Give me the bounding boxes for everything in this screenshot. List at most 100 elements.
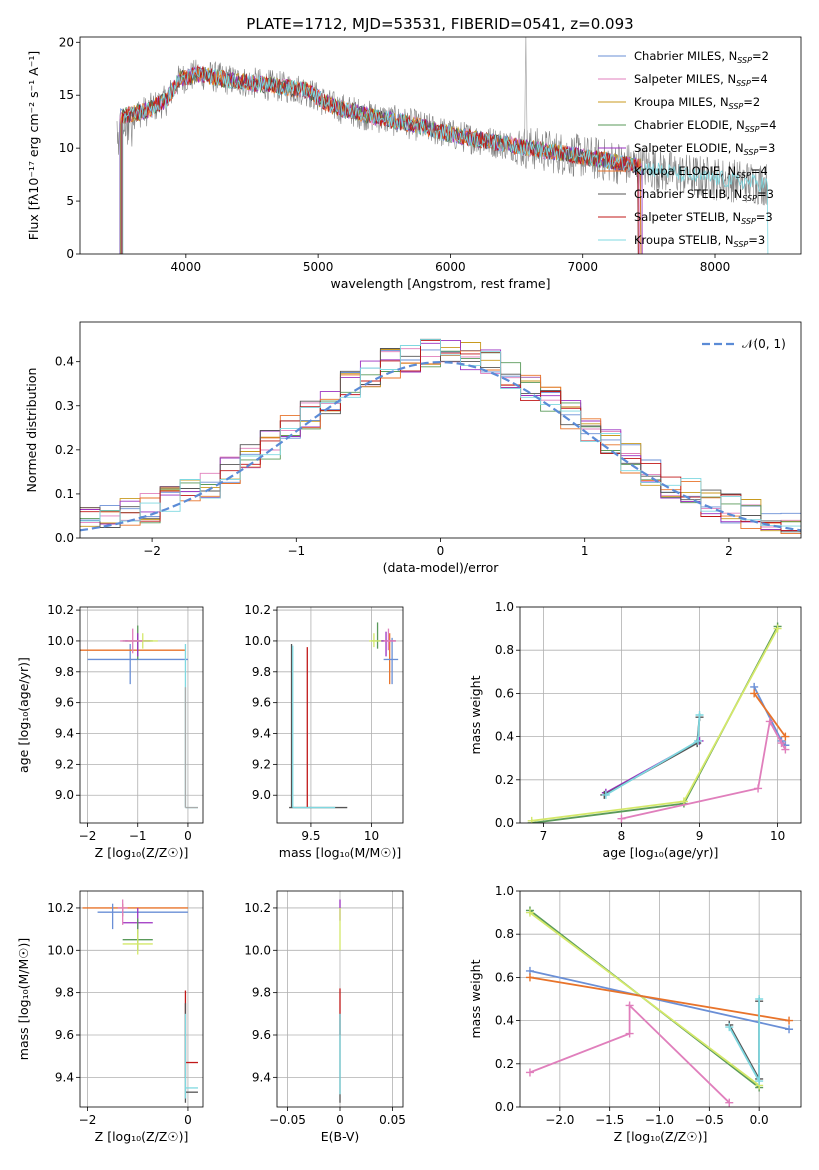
y-tick-label: 10.2 (47, 603, 74, 617)
observed-spectrum (116, 59, 769, 206)
y-tick-label: 9.6 (55, 696, 74, 710)
y-tick-label: 0.0 (55, 531, 74, 545)
gaussian-curve (80, 360, 801, 532)
legend-entry: Salpeter STELIB, NSSP=3 (634, 210, 773, 226)
y-tick-label: 0 (66, 247, 74, 261)
weight-marker (527, 816, 536, 823)
y-tick-label: 15 (59, 88, 74, 102)
legend-entry: Chabrier STELIB, NSSP=3 (634, 187, 774, 203)
y-tick-label: 9.2 (55, 757, 74, 771)
legend-entry: Kroupa MILES, NSSP=2 (634, 95, 760, 111)
y-tick-label: 9.4 (55, 727, 74, 741)
x-tick-label: 0 (184, 829, 192, 843)
x-tick-label: 8 (618, 829, 626, 843)
weight-marker (777, 739, 786, 748)
weight-marker (781, 745, 790, 754)
y-tick-label: 10.0 (47, 943, 74, 957)
weight-marker (750, 689, 759, 698)
y-tick-label: 9.2 (252, 757, 271, 771)
axes-frame (276, 606, 404, 824)
x-tick-label: 7000 (567, 260, 598, 274)
weight-marker (617, 814, 626, 823)
x-tick-label: 2 (725, 544, 733, 558)
legend-entry: Kroupa STELIB, NSSP=3 (634, 233, 765, 249)
y-tick-label: 10.0 (244, 943, 271, 957)
y-tick-label: 0.6 (495, 686, 514, 700)
y-tick-label: 10.0 (47, 634, 74, 648)
legend-entry: Chabrier MILES, NSSP=2 (634, 49, 769, 65)
y-tick-label: 9.4 (55, 1070, 74, 1084)
weight-marker (525, 973, 534, 982)
axes-frame (276, 890, 404, 1108)
y-tick-label: 0.2 (495, 1057, 514, 1071)
weight-marker (765, 717, 774, 726)
x-tick-label: 8000 (700, 260, 731, 274)
y-tick-label: 10.2 (244, 901, 271, 915)
error-bar-point (383, 637, 399, 685)
y-tick-label: 10.0 (244, 634, 271, 648)
weight-marker (785, 1025, 794, 1034)
age-vs-metallicity-panel: −2 −1 0 9.0 9.2 9.4 9.6 9.8 10.0 10.2 Z [log₁₀(Z/Z… (16, 603, 204, 860)
y-tick-label: 9.8 (55, 665, 74, 679)
weight-series-line (529, 1003, 730, 1104)
y-tick-label: 0.0 (495, 816, 514, 830)
model-spectrum (119, 66, 639, 254)
model-spectrum (122, 67, 769, 254)
y-tick-label: 0.2 (55, 443, 74, 457)
x-tick-label: 4000 (171, 260, 202, 274)
x-tick-label: −1 (287, 544, 305, 558)
age-vs-mass-panel: 9.5 10 9.0 9.2 9.4 9.6 9.8 10.0 10.2 mass [log₁₀(… (244, 603, 404, 860)
x-axis-label: wavelength [Angstrom, rest frame] (330, 276, 550, 291)
legend-entry: Chabrier ELODIE, NSSP=4 (634, 118, 776, 134)
error-bar-point (184, 687, 198, 809)
y-tick-label: 0.8 (495, 927, 514, 941)
weight-series-line (753, 692, 787, 738)
error-bar-point (120, 628, 143, 654)
error-bar-point (383, 628, 396, 651)
x-axis-label: Z [log₁₀(Z/Z☉)] (95, 845, 189, 860)
y-tick-label: 0.3 (55, 399, 74, 413)
error-bar-point (292, 645, 336, 809)
error-bar-point (122, 929, 153, 955)
y-tick-label: 9.0 (55, 788, 74, 802)
plot-area (527, 622, 790, 823)
weight-marker (625, 1029, 634, 1038)
plot-area (80, 625, 198, 809)
y-tick-label: 0.1 (55, 487, 74, 501)
x-tick-label: 9 (696, 829, 704, 843)
x-tick-label: 1 (581, 544, 589, 558)
y-tick-label: 0.2 (495, 773, 514, 787)
axes-frame (519, 890, 802, 1108)
weight-marker (525, 908, 534, 917)
weight-marker (755, 1077, 764, 1086)
y-tick-label: 0.4 (495, 730, 514, 744)
x-tick-label: −0.5 (695, 1113, 724, 1127)
y-tick-label: 10.2 (47, 901, 74, 915)
y-tick-label: 0.6 (495, 970, 514, 984)
y-axis-label: Flux [fλ10⁻¹⁷ erg cm⁻² s⁻¹ A⁻¹] (26, 51, 41, 240)
emission-line (524, 37, 528, 149)
x-tick-label: 0 (184, 1113, 192, 1127)
weight-vs-metallicity-panel: −2.0 −1.5 −1.0 −0.5 0.0 0.0 0.2 0.4 0.6 0.8 1.0 Z [… (468, 884, 802, 1144)
y-tick-label: 1.0 (495, 600, 514, 614)
legend-entry: Salpeter ELODIE, NSSP=3 (634, 141, 775, 157)
weight-marker (525, 1068, 534, 1077)
y-axis-label: age [log₁₀(age/yr)] (16, 657, 31, 773)
weight-marker (695, 711, 704, 719)
residuals-panel: −2 −1 0 1 2 0.0 0.1 0.2 0.3 0.4 (data-model)/error… (24, 321, 802, 575)
x-axis-label: age [log₁₀(age/yr)] (603, 845, 719, 860)
x-axis-label: Z [log₁₀(Z/Z☉)] (614, 1129, 708, 1144)
y-tick-label: 9.8 (55, 986, 74, 1000)
x-tick-label: 9.5 (301, 829, 320, 843)
weight-marker (773, 624, 782, 633)
x-tick-label: −2 (79, 1113, 97, 1127)
plot-area (82, 899, 198, 1103)
y-tick-label: 10 (59, 141, 74, 155)
y-tick-label: 9.8 (252, 986, 271, 1000)
y-axis-label: mass weight (468, 959, 483, 1038)
x-tick-label: 10 (770, 829, 785, 843)
mass-vs-metallicity-panel: −2 0 9.4 9.6 9.8 10.0 10.2 Z [log₁₀(Z/Z☉)] mass … (16, 890, 204, 1144)
weight-marker (754, 784, 763, 793)
error-bar-point (184, 1013, 198, 1099)
y-tick-label: 10.2 (244, 603, 271, 617)
